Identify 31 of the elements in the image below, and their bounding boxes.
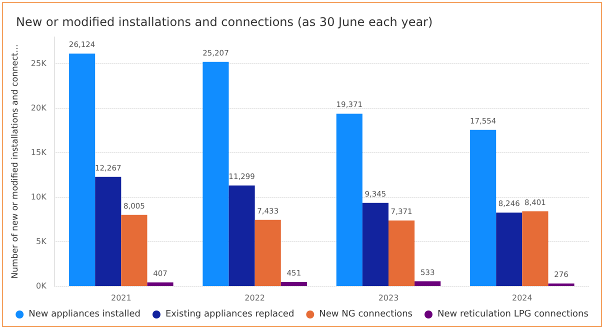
y-tick-label: 0K xyxy=(36,282,48,290)
x-tick-label: 2022 xyxy=(244,294,266,302)
bar xyxy=(522,211,548,286)
x-tick-label: 2024 xyxy=(512,294,532,302)
bar xyxy=(280,282,307,286)
y-tick-label: 5K xyxy=(36,237,48,246)
y-tick-label: 10K xyxy=(30,192,48,202)
y-tick-label: 15K xyxy=(30,148,48,158)
bar xyxy=(414,281,441,286)
bar xyxy=(121,214,148,286)
x-tick-label: 2021 xyxy=(110,294,132,302)
bar xyxy=(228,186,255,286)
x-tick-label: 2023 xyxy=(378,294,399,302)
chart-title: New or modified installations and connections (as 30 June each year) xyxy=(16,15,433,29)
bar xyxy=(470,130,496,286)
bar xyxy=(336,114,362,286)
legend-label: New appliances installed xyxy=(28,310,141,320)
y-tick-label: 25K xyxy=(30,59,48,68)
bar xyxy=(254,220,281,286)
bar xyxy=(388,220,415,286)
y-tick-label: 20K xyxy=(30,104,48,113)
y-axis-title: Number of new or modified installations and connect… xyxy=(10,44,20,279)
bar xyxy=(95,176,122,286)
legend-label: Existing appliances replaced xyxy=(165,310,294,320)
bar xyxy=(496,212,522,286)
legend-label: New NG connections xyxy=(319,310,413,320)
bar xyxy=(362,202,388,286)
legend-label: New reticulation LPG connections xyxy=(438,310,589,320)
bar xyxy=(69,54,96,286)
bar xyxy=(202,62,229,286)
bar xyxy=(147,282,174,286)
